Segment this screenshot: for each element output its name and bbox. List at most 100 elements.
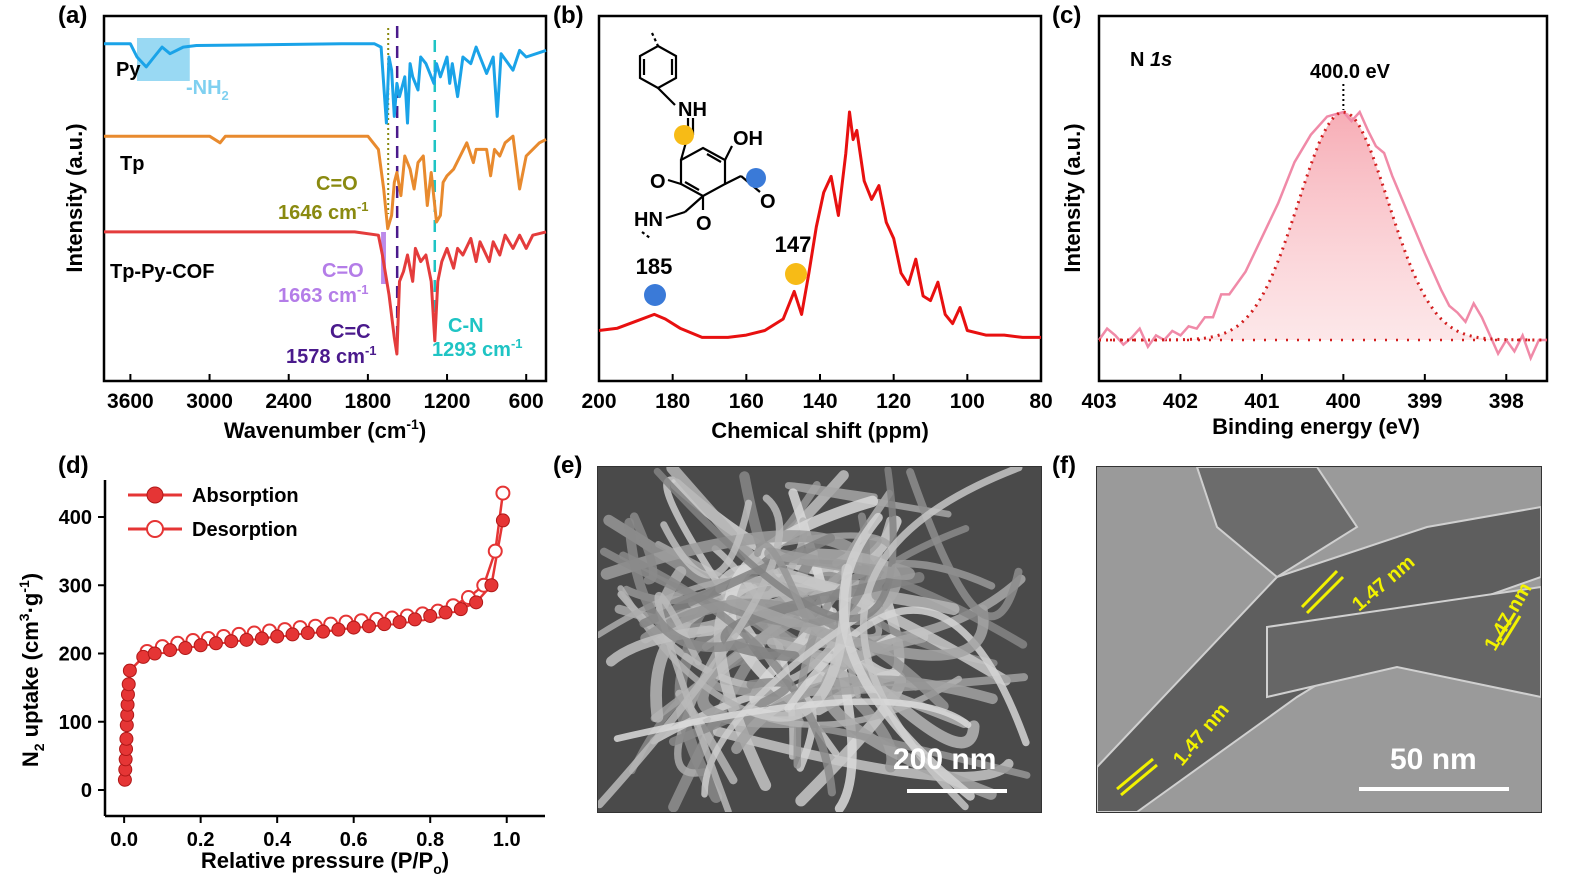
annot-cn-wn: 1293 cm-1: [432, 336, 523, 361]
absorption-point: [122, 663, 137, 678]
ftir-x-tick-label: 600: [509, 390, 544, 413]
yellow-marker-147: [785, 263, 807, 285]
scale-bar: [1359, 787, 1509, 791]
desorption-point: [495, 485, 511, 501]
fiber: [598, 494, 784, 809]
legend-marker-absorption: [146, 486, 164, 504]
absorption-point: [193, 638, 208, 653]
fiber: [726, 594, 989, 661]
absorption-point: [178, 641, 193, 656]
fiber: [838, 512, 975, 801]
y-axis-label: Intensity (a.u.): [62, 123, 87, 272]
tem-texture: 1.47 nm 1.47 nm1.47 nm: [1097, 467, 1541, 812]
desorption-point: [487, 543, 503, 559]
legend-marker-desorption: [146, 520, 164, 538]
series-label-py: Py: [116, 59, 141, 81]
nanofiber: [1266, 585, 1541, 699]
nmr-x-tick-label: 120: [876, 390, 911, 413]
absorption-point: [224, 634, 239, 649]
annot-cc: C=C: [330, 321, 371, 343]
absorption-point: [438, 605, 453, 620]
iso-y-tick-label: 300: [59, 575, 92, 597]
y-axis-label: Intensity (a.u.): [1060, 123, 1085, 272]
series-line-cof: [104, 230, 547, 356]
absorption-point: [300, 626, 315, 641]
annot-co-tp: C=O: [316, 173, 358, 195]
nmr-x-tick-label: 100: [950, 390, 985, 413]
nanofiber: [1195, 467, 1359, 579]
plot-frame: [1097, 14, 1549, 383]
plot-frame: [597, 14, 1043, 383]
iso-y-tick-label: 400: [59, 507, 92, 529]
lattice-fringe: [1500, 615, 1522, 646]
fiber: [712, 726, 1014, 782]
ftir-x-tick-label: 3600: [107, 390, 154, 413]
absorption-point: [119, 731, 134, 746]
nmr-spectrum: [598, 110, 1041, 339]
nmr-x-tick-label: 140: [802, 390, 837, 413]
ftir-x-tick-label: 2400: [265, 390, 312, 413]
peak-label-147: 147: [775, 232, 812, 257]
absorption-point: [392, 615, 407, 630]
series-line-py: [104, 42, 547, 125]
panel-label-f: (f): [1052, 452, 1076, 479]
struct-o-bottom: O: [696, 213, 712, 235]
absorption-point: [163, 643, 178, 658]
legend-label-absorption: Absorption: [192, 485, 299, 507]
fiber: [660, 499, 753, 579]
blue-marker-structure: [746, 168, 766, 188]
y-axis-label: N2 uptake (cm3·g-1): [16, 573, 47, 767]
panel-label-e: (e): [553, 452, 583, 479]
iso-x-tick-label: 0.2: [187, 829, 215, 851]
iso-x-tick-label: 0.6: [340, 829, 368, 851]
fiber: [629, 512, 658, 585]
struct-o-right: O: [760, 191, 776, 213]
nmr-x-tick-label: 80: [1029, 390, 1052, 413]
x-axis-label: Relative pressure (P/Po): [201, 848, 449, 877]
fiber: [764, 547, 915, 581]
fiber: [754, 540, 810, 623]
fiber: [906, 468, 1023, 621]
x-axis-label: Binding energy (eV): [1212, 414, 1420, 439]
peak-label-185: 185: [636, 254, 673, 279]
nh2-highlight: [136, 38, 190, 81]
blue-marker-185: [644, 284, 666, 306]
struct-nh: NH: [678, 99, 707, 121]
absorption-point: [362, 619, 376, 634]
absorption-point: [469, 595, 484, 610]
ftir-x-tick-label: 1200: [424, 390, 471, 413]
sem-texture: [598, 467, 1041, 812]
absorption-point: [453, 602, 468, 617]
iso-x-tick-label: 0.0: [110, 829, 138, 851]
absorption-point: [270, 629, 285, 644]
x-axis-label: Chemical shift (ppm): [711, 418, 929, 443]
absorption-point: [495, 513, 510, 528]
annot-co-cof: C=O: [322, 260, 364, 282]
panel-label-c: (c): [1052, 2, 1082, 29]
panel-label-b: (b): [553, 2, 584, 29]
panel-label-d: (d): [58, 452, 89, 479]
fiber: [653, 467, 897, 623]
struct-oh: OH: [733, 128, 763, 150]
fit-area: [1099, 112, 1547, 340]
absorption-point: [346, 620, 361, 635]
panel-label-a: (a): [58, 2, 88, 29]
iso-y-tick-label: 100: [59, 712, 92, 734]
absorption-point: [254, 631, 269, 646]
iso-y-tick-label: 0: [81, 780, 92, 802]
tem-image: 1.47 nm 1.47 nm 1.47 nm 50 nm: [1096, 466, 1542, 813]
sem-image: 200 nm: [597, 466, 1042, 813]
fiber: [605, 625, 716, 667]
nmr-x-tick-label: 200: [581, 390, 616, 413]
iso-x-tick-label: 1.0: [493, 829, 521, 851]
absorption-point: [285, 627, 300, 642]
absorption-point: [377, 617, 392, 632]
nmr-x-tick-label: 180: [655, 390, 690, 413]
fiber: [654, 592, 732, 812]
series-line-tp: [104, 134, 547, 231]
absorption-point: [239, 632, 254, 647]
struct-hn: HN: [634, 209, 663, 231]
lattice-fringe: [1305, 575, 1345, 615]
xps-x-tick-label: 399: [1407, 390, 1442, 413]
absorption-point: [484, 578, 499, 593]
